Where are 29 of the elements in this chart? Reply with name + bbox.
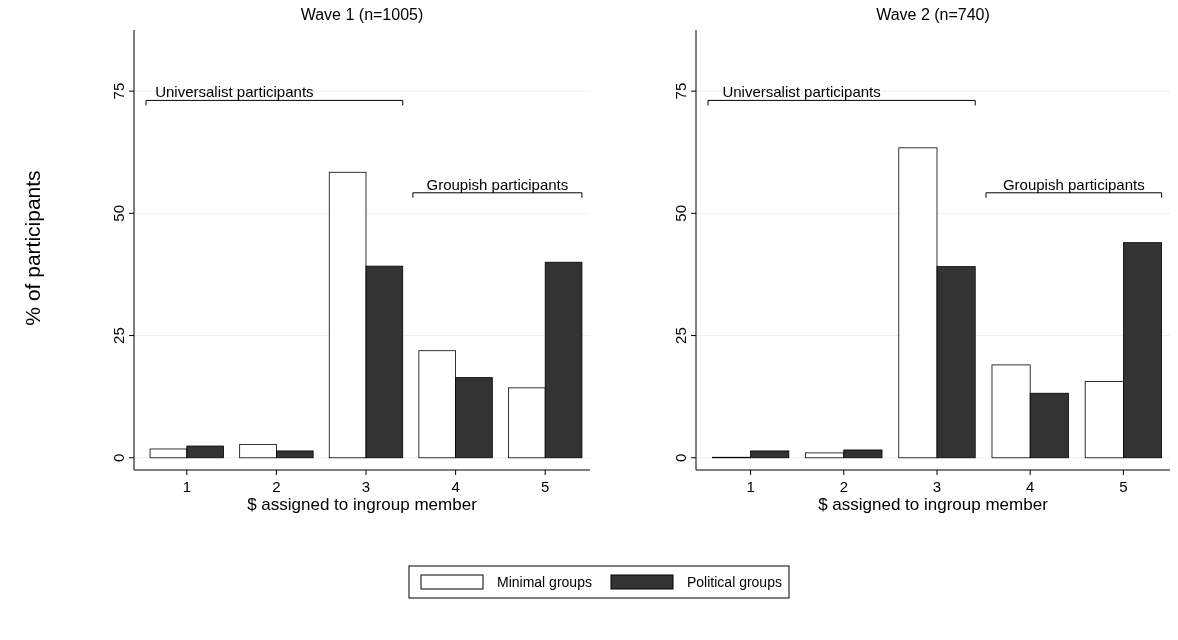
- y-tick-label: 25: [110, 327, 127, 344]
- chart-title: Wave 1 (n=1005): [300, 6, 424, 23]
- x-axis-title: $ assigned to ingroup member: [247, 495, 478, 514]
- x-tick-label: 2: [839, 478, 848, 495]
- x-tick-label: 5: [541, 478, 550, 495]
- y-tick-label: 50: [110, 204, 127, 222]
- y-tick-label: 75: [110, 82, 127, 100]
- y-tick-label: 0: [110, 453, 127, 462]
- x-tick-label: 2: [272, 478, 281, 495]
- y-tick-label: 25: [672, 327, 689, 344]
- annotation: Universalist participants: [155, 83, 314, 101]
- x-tick-label: 1: [182, 478, 191, 495]
- annotation: Universalist participants: [722, 83, 881, 101]
- y-axis-title: % of participants: [21, 170, 44, 326]
- annotation: Groupish participants: [1002, 175, 1145, 193]
- x-tick-label: 1: [746, 478, 755, 495]
- legend-label: Minimal groups: [497, 574, 592, 590]
- y-tick-label: 0: [672, 453, 689, 462]
- x-axis-title: $ assigned to ingroup member: [818, 495, 1049, 514]
- y-tick-label: 75: [672, 82, 689, 100]
- x-tick-label: 3: [361, 478, 371, 495]
- x-tick-label: 4: [451, 478, 460, 495]
- chart-title: Wave 2 (n=740): [876, 6, 990, 23]
- y-tick-label: 50: [672, 204, 689, 222]
- annotation: Groupish participants: [426, 175, 569, 193]
- x-tick-label: 5: [1119, 478, 1128, 495]
- x-tick-label: 3: [932, 478, 942, 495]
- x-tick-label: 4: [1026, 478, 1035, 495]
- legend-label: Political groups: [687, 574, 782, 590]
